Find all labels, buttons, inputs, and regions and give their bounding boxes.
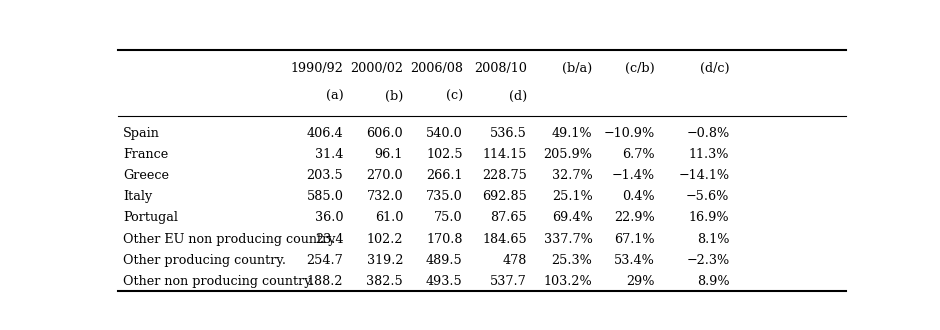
Text: 87.65: 87.65 — [490, 212, 527, 224]
Text: −5.6%: −5.6% — [686, 190, 729, 203]
Text: 382.5: 382.5 — [367, 275, 403, 288]
Text: 22.9%: 22.9% — [615, 212, 655, 224]
Text: 29%: 29% — [627, 275, 655, 288]
Text: 36.0: 36.0 — [315, 212, 343, 224]
Text: 536.5: 536.5 — [490, 127, 527, 140]
Text: 266.1: 266.1 — [427, 169, 462, 182]
Text: 6.7%: 6.7% — [622, 148, 655, 161]
Text: 102.5: 102.5 — [426, 148, 462, 161]
Text: 188.2: 188.2 — [306, 275, 343, 288]
Text: 478: 478 — [503, 254, 527, 267]
Text: 8.9%: 8.9% — [697, 275, 729, 288]
Text: 11.3%: 11.3% — [689, 148, 729, 161]
Text: (b/a): (b/a) — [562, 62, 592, 75]
Text: 114.15: 114.15 — [482, 148, 527, 161]
Text: Portugal: Portugal — [123, 212, 179, 224]
Text: 67.1%: 67.1% — [615, 233, 655, 246]
Text: 49.1%: 49.1% — [552, 127, 592, 140]
Text: 103.2%: 103.2% — [543, 275, 592, 288]
Text: −2.3%: −2.3% — [686, 254, 729, 267]
Text: 2006/08: 2006/08 — [410, 62, 462, 75]
Text: 537.7: 537.7 — [490, 275, 527, 288]
Text: 32.7%: 32.7% — [552, 169, 592, 182]
Text: 228.75: 228.75 — [482, 169, 527, 182]
Text: Spain: Spain — [123, 127, 160, 140]
Text: 493.5: 493.5 — [426, 275, 462, 288]
Text: 1990/92: 1990/92 — [290, 62, 343, 75]
Text: 102.2: 102.2 — [367, 233, 403, 246]
Text: France: France — [123, 148, 168, 161]
Text: 2000/02: 2000/02 — [350, 62, 403, 75]
Text: 61.0: 61.0 — [375, 212, 403, 224]
Text: 23.4: 23.4 — [315, 233, 343, 246]
Text: −0.8%: −0.8% — [686, 127, 729, 140]
Text: (c): (c) — [446, 90, 462, 103]
Text: Italy: Italy — [123, 190, 152, 203]
Text: 31.4: 31.4 — [315, 148, 343, 161]
Text: 489.5: 489.5 — [426, 254, 462, 267]
Text: 254.7: 254.7 — [306, 254, 343, 267]
Text: (d/c): (d/c) — [699, 62, 729, 75]
Text: (d): (d) — [509, 90, 527, 103]
Text: 732.0: 732.0 — [367, 190, 403, 203]
Text: −1.4%: −1.4% — [612, 169, 655, 182]
Text: 16.9%: 16.9% — [689, 212, 729, 224]
Text: 406.4: 406.4 — [306, 127, 343, 140]
Text: (c/b): (c/b) — [625, 62, 655, 75]
Text: 205.9%: 205.9% — [543, 148, 592, 161]
Text: Greece: Greece — [123, 169, 169, 182]
Text: 203.5: 203.5 — [306, 169, 343, 182]
Text: Other EU non producing country: Other EU non producing country — [123, 233, 336, 246]
Text: 270.0: 270.0 — [367, 169, 403, 182]
Text: −14.1%: −14.1% — [679, 169, 729, 182]
Text: −10.9%: −10.9% — [603, 127, 655, 140]
Text: 184.65: 184.65 — [482, 233, 527, 246]
Text: 170.8: 170.8 — [427, 233, 462, 246]
Text: Other producing country.: Other producing country. — [123, 254, 287, 267]
Text: 319.2: 319.2 — [367, 254, 403, 267]
Text: 585.0: 585.0 — [306, 190, 343, 203]
Text: 606.0: 606.0 — [367, 127, 403, 140]
Text: 25.1%: 25.1% — [552, 190, 592, 203]
Text: 8.1%: 8.1% — [697, 233, 729, 246]
Text: 337.7%: 337.7% — [543, 233, 592, 246]
Text: 53.4%: 53.4% — [614, 254, 655, 267]
Text: 735.0: 735.0 — [426, 190, 462, 203]
Text: (a): (a) — [325, 90, 343, 103]
Text: 96.1: 96.1 — [375, 148, 403, 161]
Text: 540.0: 540.0 — [426, 127, 462, 140]
Text: 25.3%: 25.3% — [552, 254, 592, 267]
Text: 75.0: 75.0 — [434, 212, 462, 224]
Text: 2008/10: 2008/10 — [474, 62, 527, 75]
Text: 692.85: 692.85 — [482, 190, 527, 203]
Text: Other non producing country.: Other non producing country. — [123, 275, 314, 288]
Text: 69.4%: 69.4% — [552, 212, 592, 224]
Text: (b): (b) — [384, 90, 403, 103]
Text: 0.4%: 0.4% — [622, 190, 655, 203]
